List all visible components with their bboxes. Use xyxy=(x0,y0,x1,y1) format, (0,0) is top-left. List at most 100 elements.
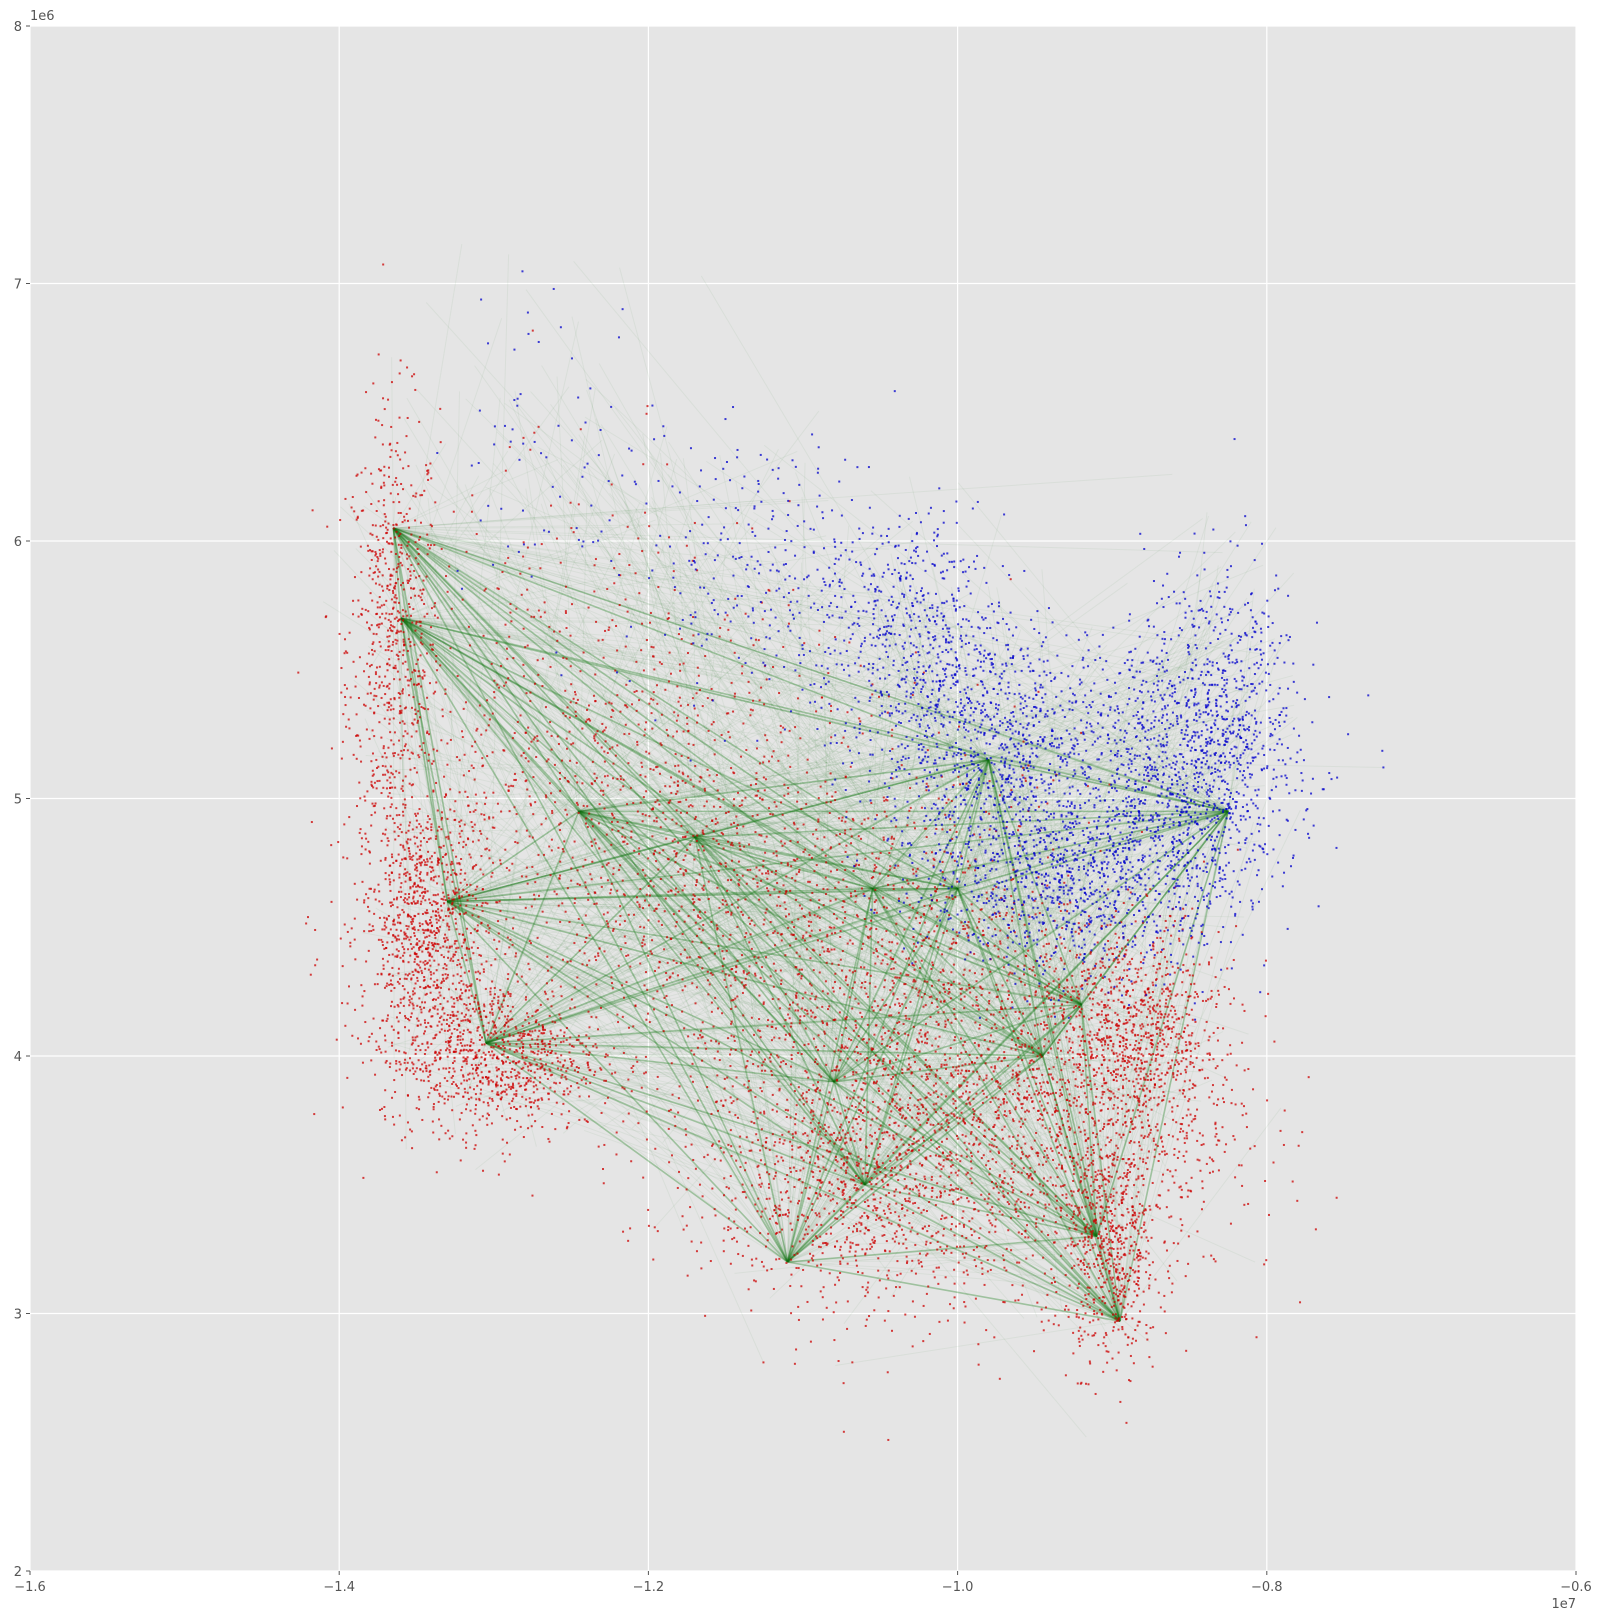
faint-edge xyxy=(864,615,1214,1186)
faint-edge xyxy=(735,480,866,1185)
red-point xyxy=(364,1021,367,1024)
faint-edge xyxy=(760,1004,1082,1142)
red-point xyxy=(341,1002,344,1005)
red-point xyxy=(383,924,386,927)
red-point xyxy=(470,946,473,949)
red-point xyxy=(503,1025,506,1028)
red-point xyxy=(417,683,420,686)
red-point xyxy=(597,952,600,955)
red-point xyxy=(673,589,676,592)
red-point xyxy=(755,772,758,775)
red-point xyxy=(355,713,358,716)
red-point xyxy=(434,894,437,897)
red-point xyxy=(641,550,644,553)
red-point xyxy=(484,802,487,805)
red-point xyxy=(544,992,547,995)
red-point xyxy=(507,1015,510,1018)
hub-edge xyxy=(446,900,866,1186)
red-point xyxy=(380,1051,383,1054)
red-point xyxy=(427,850,430,853)
red-point xyxy=(389,1062,392,1065)
red-point xyxy=(603,760,606,763)
red-point xyxy=(406,366,409,369)
red-point xyxy=(510,784,513,787)
red-point xyxy=(354,958,357,961)
red-point xyxy=(438,1051,441,1054)
faint-edge xyxy=(864,871,1148,1186)
red-point xyxy=(417,552,420,555)
red-point xyxy=(581,1042,584,1045)
red-point xyxy=(433,851,436,854)
red-point xyxy=(397,916,400,919)
red-point xyxy=(482,1169,485,1172)
red-point xyxy=(602,913,605,916)
red-point xyxy=(431,931,434,934)
red-point xyxy=(469,1031,472,1034)
red-point xyxy=(611,1072,614,1075)
red-point xyxy=(335,1038,338,1041)
red-point xyxy=(367,949,370,952)
faint-edge xyxy=(1096,737,1144,1237)
red-point xyxy=(487,1104,490,1107)
red-point xyxy=(570,683,573,686)
red-point xyxy=(418,620,421,623)
red-point xyxy=(453,1060,456,1063)
red-point xyxy=(513,1051,516,1054)
red-point xyxy=(477,915,480,918)
red-point xyxy=(586,708,589,711)
red-point xyxy=(726,614,729,617)
red-point xyxy=(416,901,419,904)
red-point xyxy=(517,1038,520,1041)
red-point xyxy=(397,1032,400,1035)
red-point xyxy=(644,728,647,731)
red-point xyxy=(465,1007,468,1010)
red-point xyxy=(616,889,619,892)
red-point xyxy=(483,1031,486,1034)
red-point xyxy=(683,884,686,887)
red-point xyxy=(436,882,439,885)
red-point xyxy=(649,621,652,624)
red-point xyxy=(408,915,411,918)
red-point xyxy=(495,901,498,904)
red-point xyxy=(386,709,389,712)
red-point xyxy=(395,1016,398,1019)
red-point xyxy=(446,590,449,593)
red-point xyxy=(680,962,683,965)
red-point xyxy=(418,716,421,719)
red-point xyxy=(786,1109,789,1112)
red-point xyxy=(509,1087,512,1090)
red-point xyxy=(619,775,622,778)
red-point xyxy=(498,1008,501,1011)
red-point xyxy=(367,840,370,843)
red-point xyxy=(474,1064,477,1067)
red-point xyxy=(752,699,755,702)
faint-edge xyxy=(392,527,792,1084)
red-point xyxy=(454,887,457,890)
red-point xyxy=(687,703,690,706)
red-point xyxy=(539,1067,542,1070)
red-point xyxy=(383,916,386,919)
faint-edge xyxy=(896,630,1082,1005)
red-point xyxy=(384,765,387,768)
red-point xyxy=(416,845,419,848)
red-point xyxy=(594,558,597,561)
red-point xyxy=(626,610,629,613)
faint-edge xyxy=(474,1042,487,1063)
red-point xyxy=(566,1125,569,1128)
red-point xyxy=(411,621,414,624)
red-point xyxy=(428,1070,431,1073)
red-point xyxy=(554,1052,557,1055)
red-point xyxy=(533,682,536,685)
faint-edge xyxy=(393,527,890,550)
red-point xyxy=(343,684,346,687)
red-point xyxy=(482,634,485,637)
red-point xyxy=(407,684,410,687)
red-point xyxy=(456,891,459,894)
red-point xyxy=(421,829,424,832)
red-point xyxy=(556,735,559,738)
hub-edge xyxy=(694,759,989,838)
red-point xyxy=(648,815,651,818)
red-point xyxy=(692,616,695,619)
red-point xyxy=(558,777,561,780)
red-point xyxy=(418,948,421,951)
